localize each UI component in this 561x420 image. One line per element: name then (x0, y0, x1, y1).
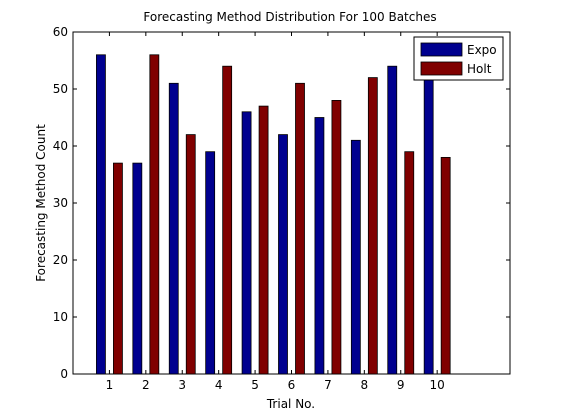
bar-expo-trial-4 (205, 151, 216, 375)
bar-expo-trial-3 (168, 82, 179, 375)
x-tick-label: 10 (430, 378, 445, 392)
legend-swatch-expo (420, 42, 463, 57)
y-tick-label: 10 (53, 310, 68, 324)
bar-holt-trial-1 (113, 162, 123, 375)
bar-holt-trial-4 (222, 65, 233, 375)
legend-label-expo: Expo (467, 43, 497, 57)
x-tick-label: 8 (361, 378, 369, 392)
bar-holt-trial-2 (149, 54, 160, 375)
y-tick-label: 30 (53, 196, 68, 210)
bar-holt-trial-3 (185, 134, 196, 375)
x-tick-label: 2 (142, 378, 150, 392)
y-axis: 0 10 20 30 40 50 60 (53, 25, 510, 381)
x-axis: 1 2 3 4 5 6 7 8 9 10 (106, 32, 445, 392)
chart-title: Forecasting Method Distribution For 100 … (143, 10, 436, 24)
x-tick-label: 6 (288, 378, 296, 392)
bar-expo-trial-9 (387, 65, 398, 375)
bar-expo-trial-7 (314, 117, 325, 375)
y-tick-label: 40 (53, 139, 68, 153)
bar-expo-trial-10 (423, 71, 434, 375)
plot-area (72, 31, 511, 375)
x-tick-label: 1 (106, 378, 114, 392)
bar-holt-trial-6 (295, 82, 305, 375)
y-axis-label: Forecasting Method Count (34, 124, 48, 282)
legend-swatch-holt (420, 61, 463, 76)
bars-layer (96, 54, 451, 375)
bar-holt-trial-7 (331, 100, 342, 375)
bar-holt-trial-10 (440, 156, 451, 375)
x-tick-label: 5 (251, 378, 259, 392)
legend-label-holt: Holt (467, 62, 492, 76)
bar-expo-trial-1 (96, 54, 106, 375)
x-tick-label: 4 (215, 378, 223, 392)
y-tick-label: 60 (53, 25, 68, 39)
y-tick-label: 0 (60, 367, 68, 381)
bar-expo-trial-2 (132, 162, 143, 375)
bar-holt-trial-5 (258, 105, 269, 375)
x-tick-label: 7 (324, 378, 332, 392)
x-axis-label: Trial No. (266, 397, 315, 411)
x-tick-label: 3 (178, 378, 186, 392)
bar-holt-trial-9 (404, 151, 415, 375)
bar-expo-trial-5 (241, 111, 252, 375)
y-tick-label: 50 (53, 82, 68, 96)
legend: Expo Holt (413, 36, 504, 81)
y-tick-label: 20 (53, 253, 68, 267)
bar-expo-trial-6 (278, 134, 288, 375)
x-tick-label: 9 (397, 378, 405, 392)
bar-expo-trial-8 (350, 139, 361, 375)
bar-holt-trial-8 (367, 77, 378, 375)
